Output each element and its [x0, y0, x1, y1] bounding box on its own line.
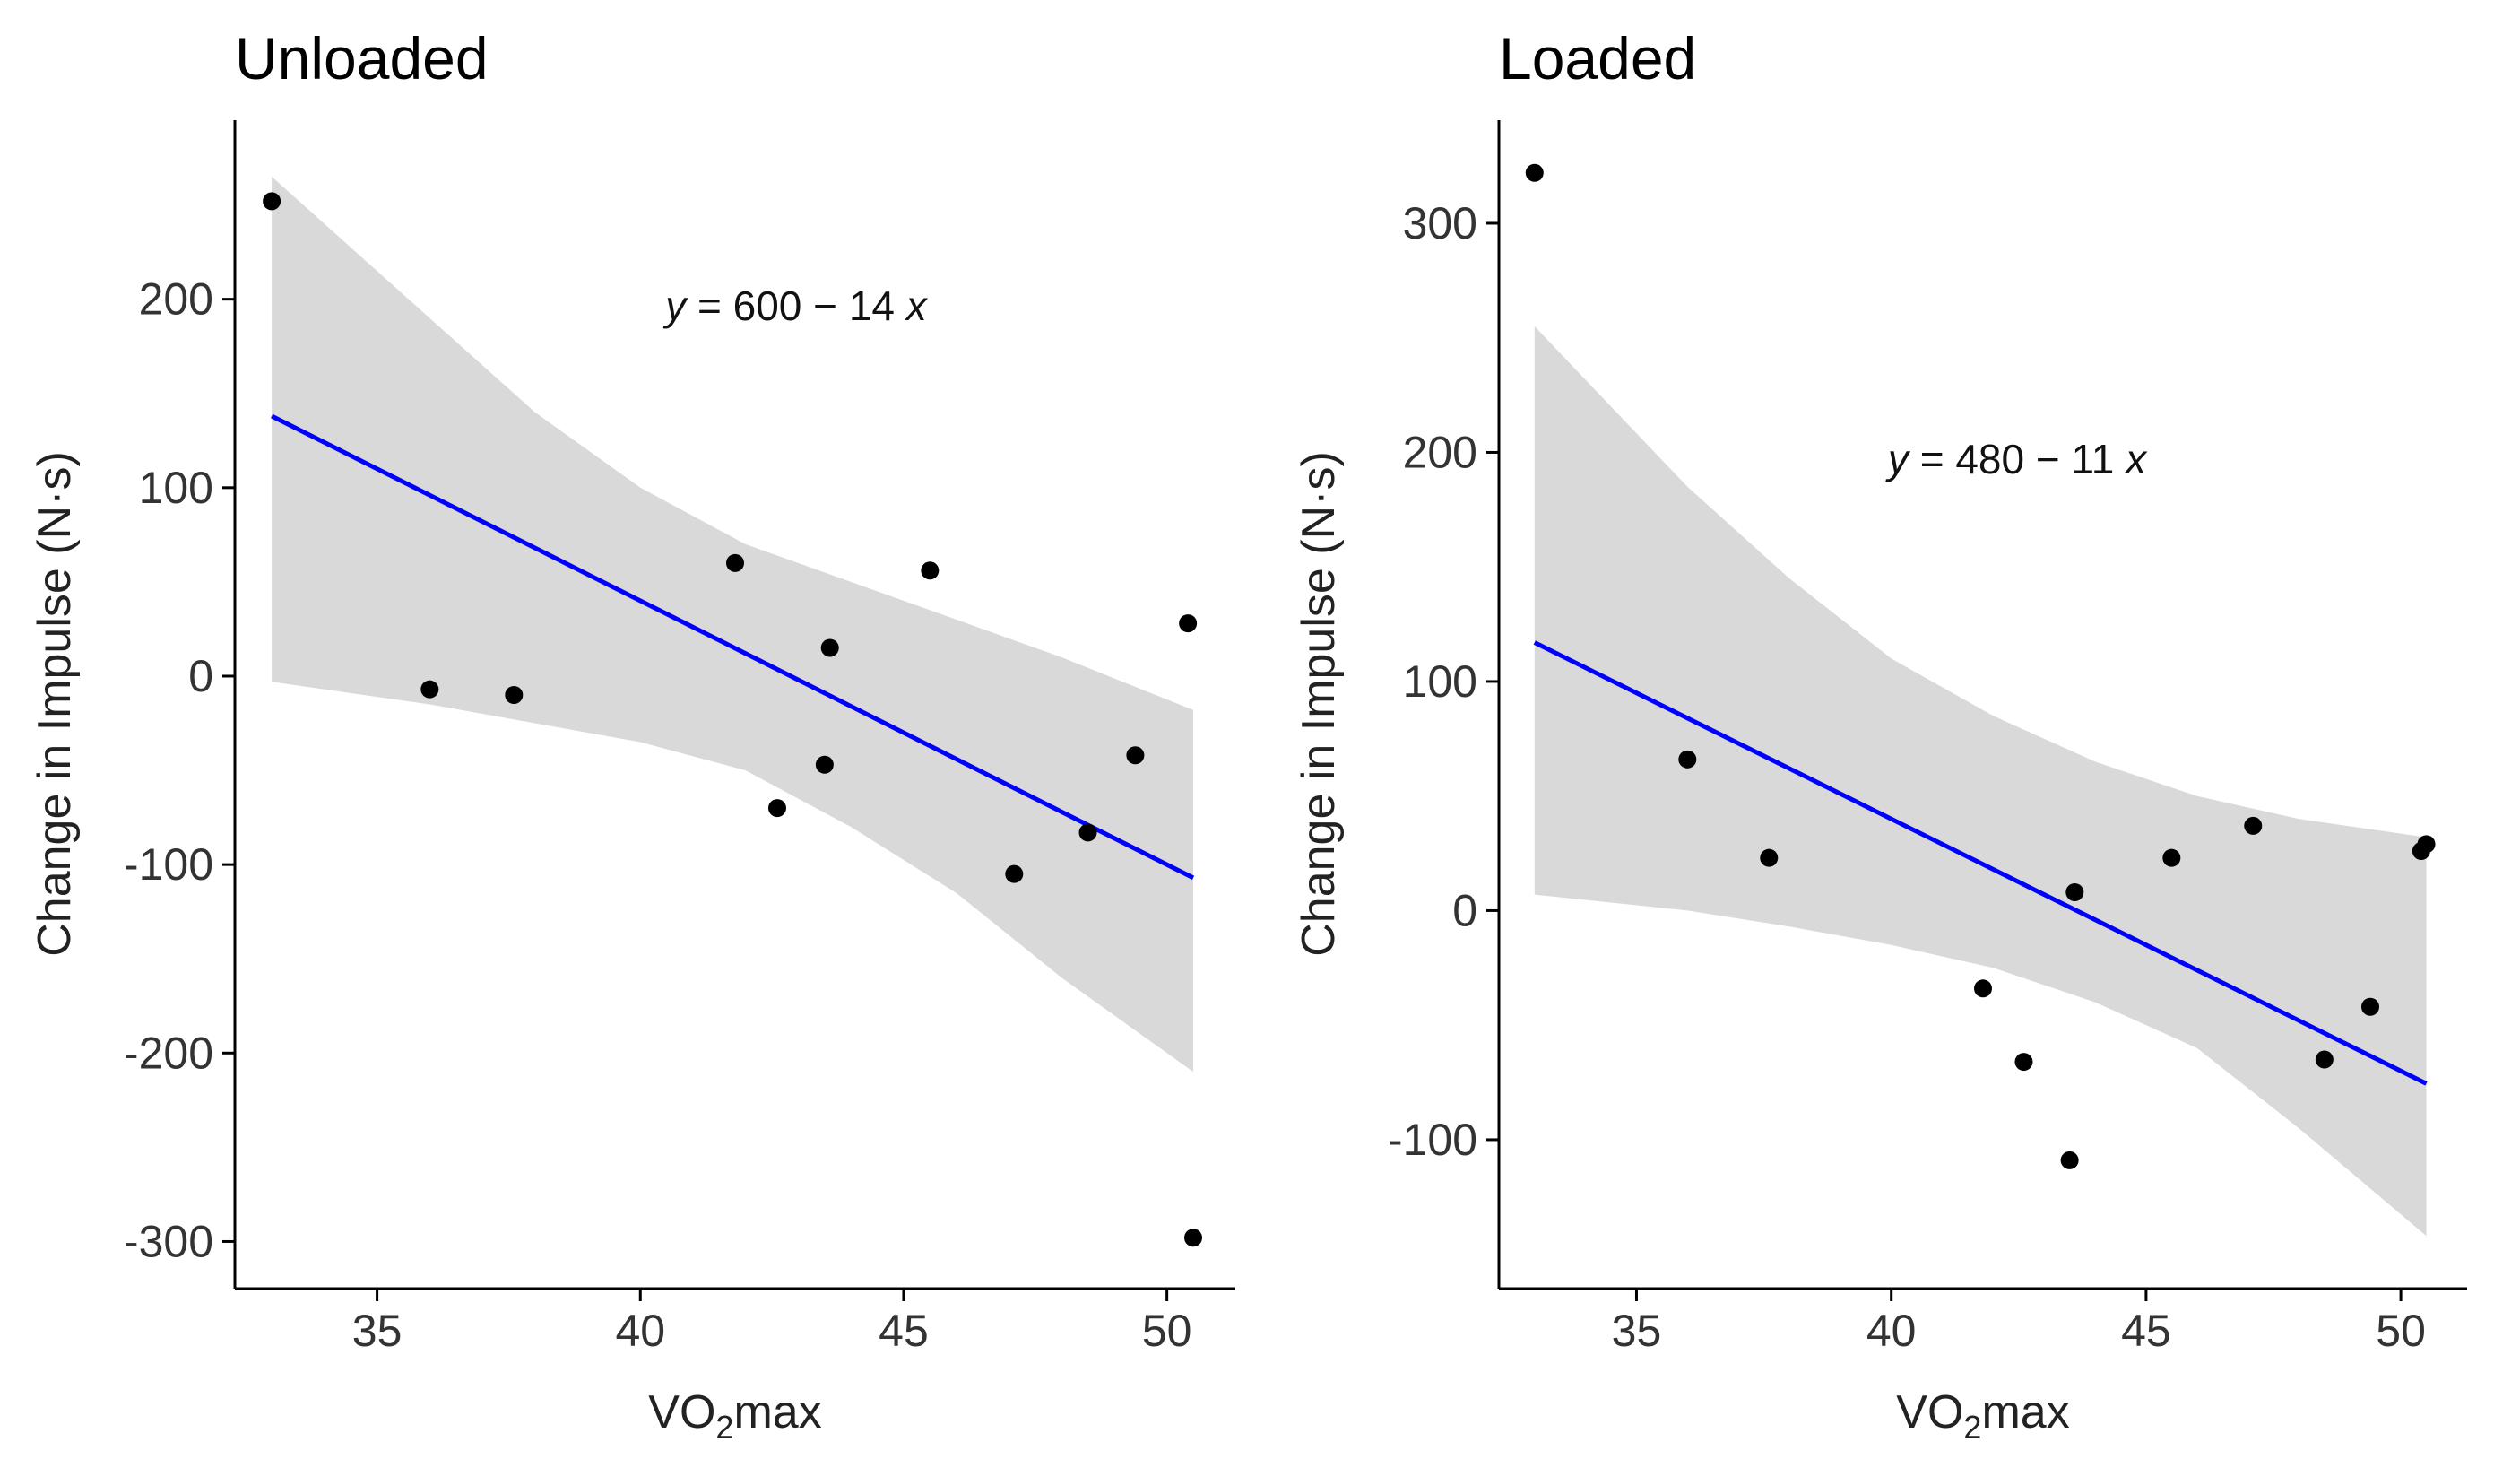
- y-tick-label: 100: [1403, 656, 1477, 707]
- x-tick-label: 35: [1612, 1306, 1662, 1356]
- y-axis-label-unloaded: Change in Impulse (N·s): [29, 451, 81, 957]
- x-ticks-loaded: 35 40 45 50: [1612, 1289, 2426, 1356]
- equation-y-unloaded: y: [662, 282, 688, 329]
- data-point-unloaded: [1078, 823, 1097, 842]
- data-point-unloaded: [726, 553, 744, 572]
- data-point-unloaded: [1179, 614, 1198, 633]
- data-point-loaded: [2162, 848, 2181, 867]
- x-tick-label: 45: [879, 1306, 929, 1356]
- regression-equation-loaded: y = 480 − 11 x: [1885, 436, 2148, 482]
- panel-unloaded: Unloaded 35 40 45 50 -300 -200 -100 0 100 200 VO…: [29, 25, 1235, 1446]
- data-point-unloaded: [1005, 864, 1024, 883]
- y-ticks-loaded: -100 0 100 200 300: [1388, 198, 1499, 1165]
- panel-title-loaded: Loaded: [1499, 25, 1696, 91]
- equation-rhs-loaded: = 480 − 11: [1909, 436, 2126, 482]
- regression-line-loaded: [1533, 640, 2428, 1086]
- y-tick-label: 100: [139, 463, 213, 513]
- x-tick-label: 35: [352, 1306, 403, 1356]
- data-point-unloaded: [1184, 1229, 1203, 1247]
- data-point-loaded: [2361, 997, 2379, 1016]
- data-point-unloaded: [1126, 746, 1145, 765]
- equation-y-loaded: y: [1885, 436, 1911, 482]
- x-axis-label-unloaded: VO2max: [648, 1386, 821, 1446]
- data-point-unloaded: [815, 755, 834, 774]
- y-tick-label: 200: [1403, 427, 1477, 477]
- data-point-loaded: [2417, 835, 2436, 854]
- confidence-band-unloaded: [272, 177, 1194, 1073]
- y-tick-label: 200: [139, 274, 213, 325]
- panel-loaded: Loaded 35 40 45 50 -100 0 100 200 300 VO2max Ch…: [1293, 25, 2467, 1446]
- y-tick-label: -300: [124, 1216, 213, 1266]
- x-tick-label: 50: [1142, 1306, 1192, 1356]
- data-point-unloaded: [420, 680, 439, 699]
- regression-line-unloaded: [270, 413, 1195, 881]
- x-tick-label: 45: [2121, 1306, 2171, 1356]
- equation-x-unloaded: x: [905, 282, 929, 329]
- x-tick-label: 40: [1866, 1306, 1917, 1356]
- regression-equation-unloaded: y = 600 − 14 x: [662, 282, 929, 329]
- y-axis-label-loaded: Change in Impulse (N·s): [1293, 451, 1345, 957]
- equation-x-loaded: x: [2124, 436, 2148, 482]
- data-point-unloaded: [263, 192, 281, 211]
- data-point-loaded: [2315, 1050, 2334, 1069]
- x-axis-label-loaded: VO2max: [1896, 1386, 2069, 1446]
- plot-area-loaded: [1525, 163, 2436, 1237]
- y-ticks-unloaded: -300 -200 -100 0 100 200: [124, 274, 235, 1266]
- x-axis-label-subscript: 2: [1963, 1409, 1981, 1446]
- x-axis-label-subscript: 2: [715, 1409, 733, 1446]
- confidence-band-loaded: [1534, 326, 2427, 1237]
- y-tick-label: -200: [124, 1028, 213, 1078]
- equation-rhs-unloaded: = 600 − 14: [686, 282, 906, 329]
- data-point-unloaded: [820, 638, 839, 657]
- data-point-loaded: [2244, 816, 2263, 835]
- y-tick-label: 300: [1403, 198, 1477, 248]
- x-axis-label-main: VO: [1896, 1386, 1963, 1438]
- y-tick-label: -100: [124, 839, 213, 890]
- data-point-loaded: [1525, 163, 1544, 182]
- y-tick-label: -100: [1388, 1115, 1477, 1165]
- data-point-loaded: [2014, 1053, 2033, 1072]
- x-axis-label-tail: max: [1981, 1386, 2069, 1438]
- x-tick-label: 40: [615, 1306, 665, 1356]
- data-point-loaded: [1974, 979, 1992, 998]
- x-ticks-unloaded: 35 40 45 50: [352, 1289, 1192, 1356]
- data-point-loaded: [1760, 848, 1779, 867]
- data-point-unloaded: [505, 685, 524, 704]
- x-axis-label-main: VO: [648, 1386, 715, 1438]
- data-point-unloaded: [767, 799, 786, 818]
- y-tick-label: 0: [1452, 885, 1477, 935]
- data-point-unloaded: [921, 561, 940, 580]
- x-tick-label: 50: [2376, 1306, 2426, 1356]
- panel-title-unloaded: Unloaded: [235, 25, 489, 91]
- x-axis-label-tail: max: [733, 1386, 821, 1438]
- data-point-loaded: [2065, 883, 2084, 902]
- data-point-loaded: [2060, 1151, 2079, 1169]
- data-point-loaded: [1678, 750, 1697, 769]
- y-tick-label: 0: [188, 651, 213, 701]
- plot-area-unloaded: [263, 177, 1203, 1247]
